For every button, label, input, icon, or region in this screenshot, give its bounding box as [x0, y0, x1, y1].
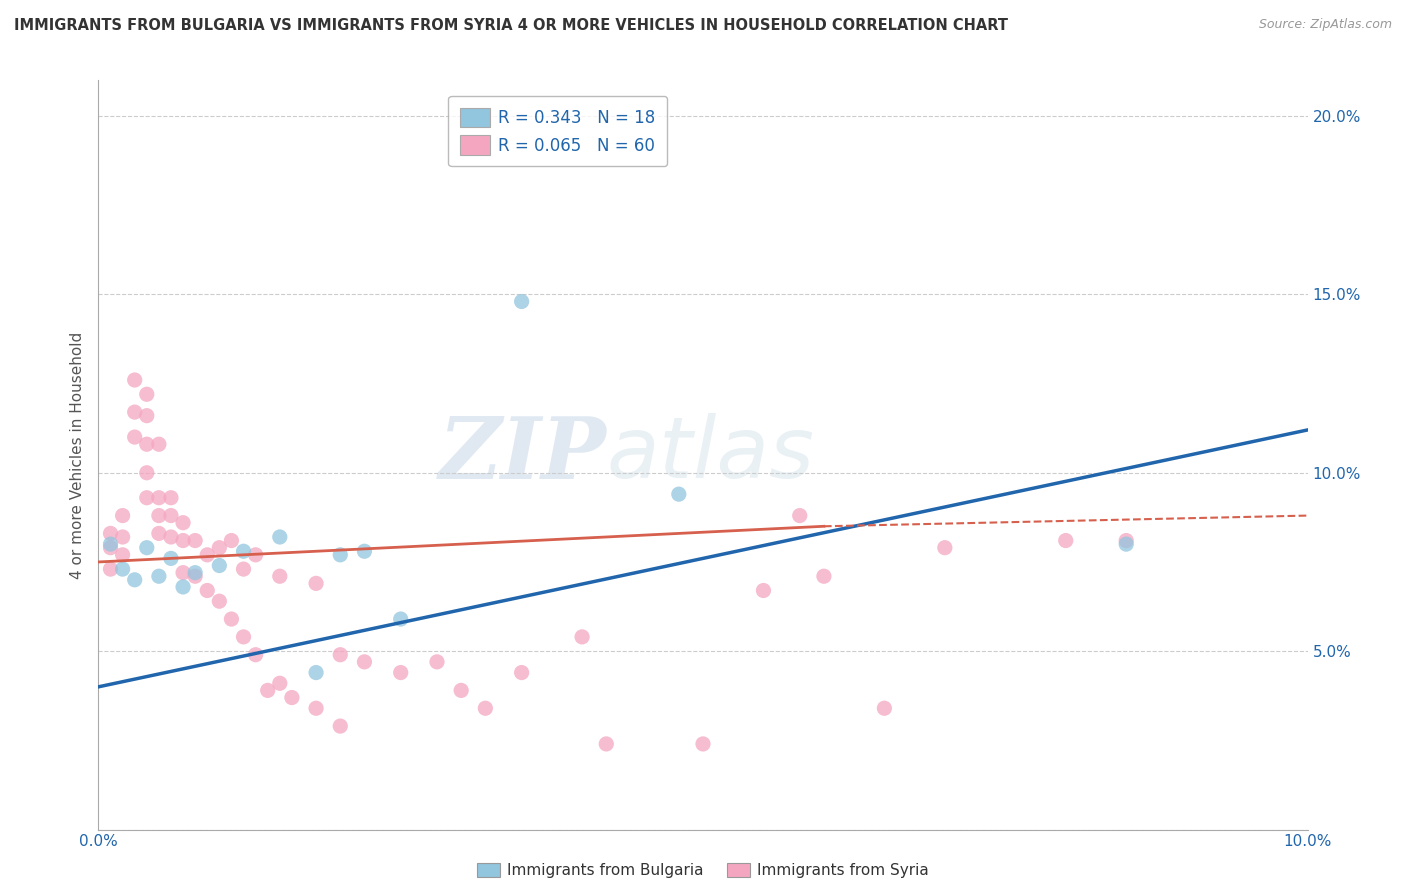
Point — [111, 530, 134, 544]
Point — [353, 655, 375, 669]
Point — [160, 551, 183, 566]
Point — [221, 533, 243, 548]
Point — [124, 373, 146, 387]
Point — [148, 437, 170, 451]
Point — [1115, 533, 1137, 548]
Point — [208, 594, 231, 608]
Point — [172, 533, 194, 548]
Point — [329, 548, 352, 562]
Point — [389, 612, 412, 626]
Point — [305, 576, 328, 591]
Point — [135, 466, 157, 480]
Point — [100, 562, 122, 576]
Text: ZIP: ZIP — [439, 413, 606, 497]
Point — [510, 294, 533, 309]
Point — [305, 665, 328, 680]
Text: Source: ZipAtlas.com: Source: ZipAtlas.com — [1258, 18, 1392, 31]
Point — [124, 430, 146, 444]
Point — [668, 487, 690, 501]
Point — [184, 569, 207, 583]
Point — [148, 508, 170, 523]
Point — [873, 701, 896, 715]
Point — [148, 526, 170, 541]
Point — [160, 530, 183, 544]
Text: IMMIGRANTS FROM BULGARIA VS IMMIGRANTS FROM SYRIA 4 OR MORE VEHICLES IN HOUSEHOL: IMMIGRANTS FROM BULGARIA VS IMMIGRANTS F… — [14, 18, 1008, 33]
Point — [221, 612, 243, 626]
Point — [510, 665, 533, 680]
Point — [389, 665, 412, 680]
Point — [571, 630, 593, 644]
Point — [232, 544, 254, 558]
Point — [135, 409, 157, 423]
Point — [813, 569, 835, 583]
Point — [172, 566, 194, 580]
Point — [269, 569, 291, 583]
Point — [1115, 537, 1137, 551]
Point — [135, 541, 157, 555]
Point — [692, 737, 714, 751]
Point — [245, 648, 267, 662]
Point — [172, 580, 194, 594]
Point — [124, 573, 146, 587]
Point — [789, 508, 811, 523]
Point — [269, 530, 291, 544]
Point — [111, 562, 134, 576]
Point — [281, 690, 304, 705]
Point — [269, 676, 291, 690]
Point — [208, 541, 231, 555]
Point — [595, 737, 617, 751]
Y-axis label: 4 or more Vehicles in Household: 4 or more Vehicles in Household — [70, 331, 86, 579]
Point — [474, 701, 496, 715]
Point — [100, 541, 122, 555]
Point — [232, 562, 254, 576]
Point — [148, 491, 170, 505]
Legend: R = 0.343   N = 18, R = 0.065   N = 60: R = 0.343 N = 18, R = 0.065 N = 60 — [449, 96, 668, 166]
Point — [232, 630, 254, 644]
Point — [245, 548, 267, 562]
Point — [353, 544, 375, 558]
Point — [135, 387, 157, 401]
Point — [124, 405, 146, 419]
Point — [426, 655, 449, 669]
Point — [305, 701, 328, 715]
Point — [111, 548, 134, 562]
Legend: Immigrants from Bulgaria, Immigrants from Syria: Immigrants from Bulgaria, Immigrants fro… — [471, 857, 935, 884]
Point — [450, 683, 472, 698]
Point — [100, 537, 122, 551]
Point — [100, 526, 122, 541]
Point — [135, 437, 157, 451]
Point — [934, 541, 956, 555]
Point — [184, 566, 207, 580]
Point — [172, 516, 194, 530]
Point — [111, 508, 134, 523]
Text: atlas: atlas — [606, 413, 814, 497]
Point — [256, 683, 278, 698]
Point — [329, 719, 352, 733]
Point — [160, 491, 183, 505]
Point — [208, 558, 231, 573]
Point — [752, 583, 775, 598]
Point — [160, 508, 183, 523]
Point — [148, 569, 170, 583]
Point — [195, 548, 218, 562]
Point — [135, 491, 157, 505]
Point — [184, 533, 207, 548]
Point — [195, 583, 218, 598]
Point — [1054, 533, 1077, 548]
Point — [329, 648, 352, 662]
